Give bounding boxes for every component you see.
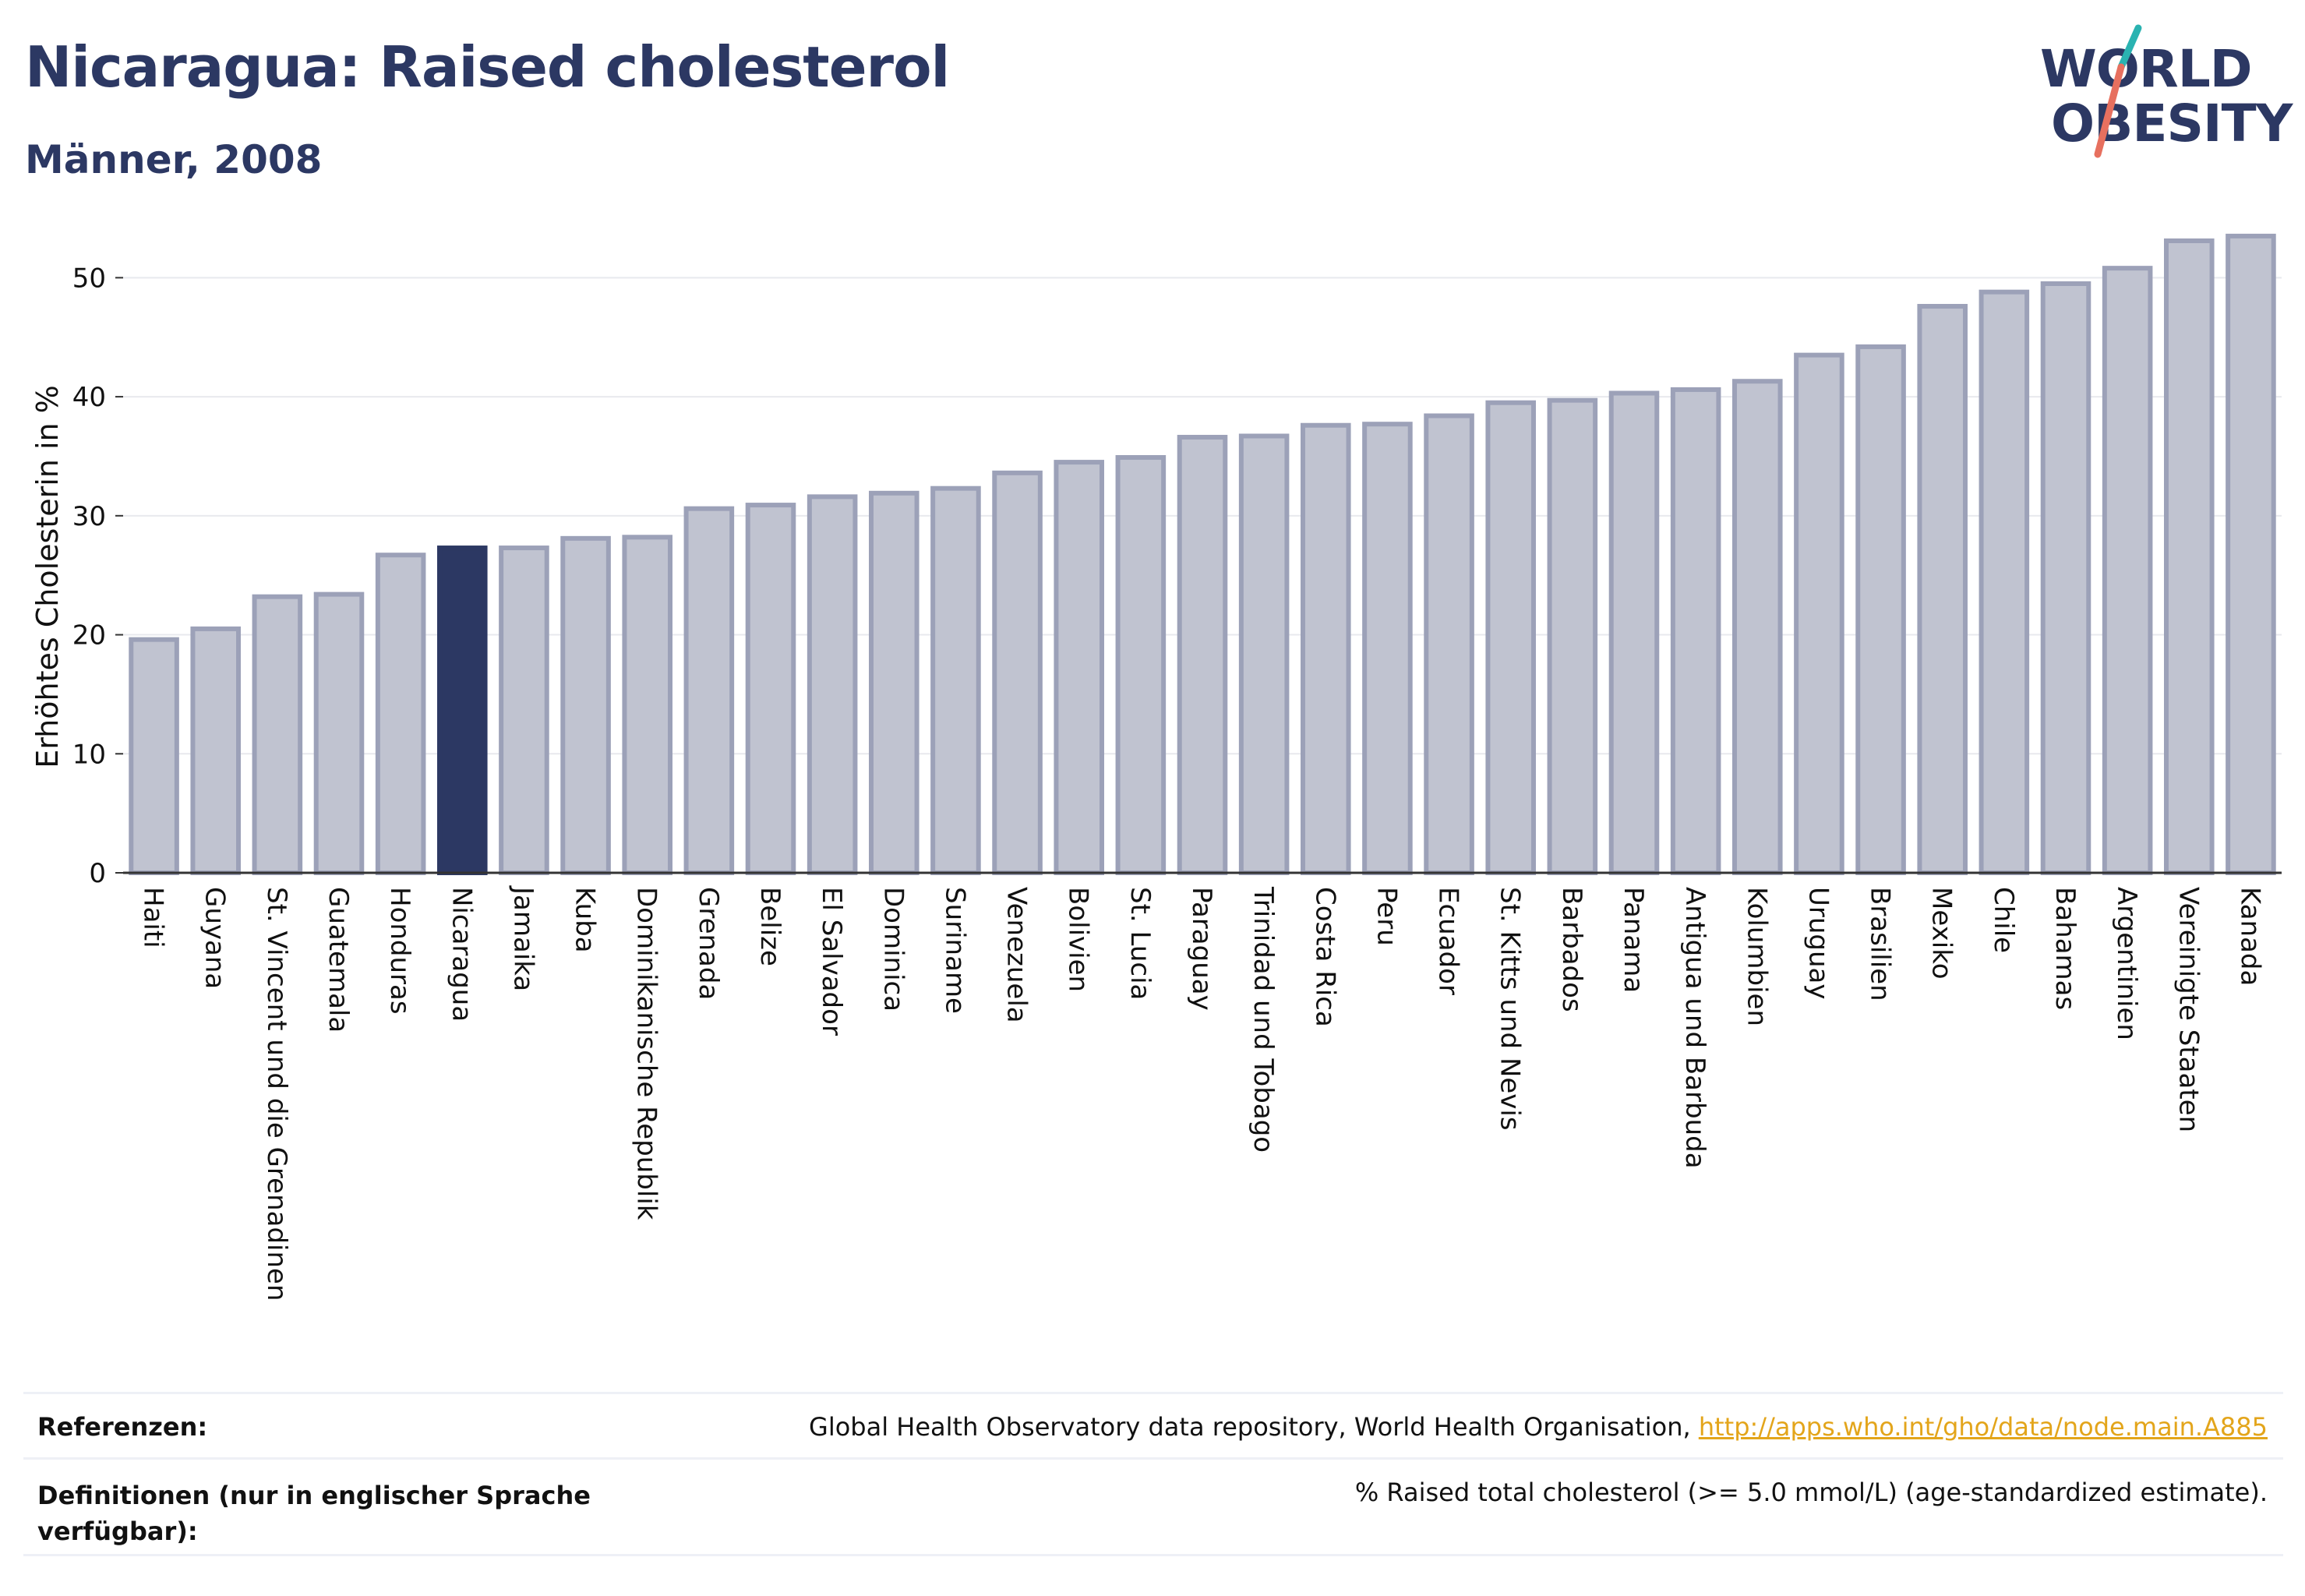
x-tick-label: Uruguay — [1802, 887, 1834, 1000]
x-tick-label: Panama — [1618, 887, 1649, 993]
bar — [2040, 281, 2091, 875]
x-tick-label: Antigua und Barbuda — [1679, 887, 1710, 1169]
chart-title: Nicaragua: Raised cholesterol — [25, 34, 950, 100]
bar — [992, 470, 1043, 875]
y-tick-label: 0 — [89, 858, 106, 889]
bar — [560, 535, 611, 875]
y-tick-label: 50 — [72, 263, 106, 294]
references-text: Global Health Observatory data repositor… — [809, 1412, 1699, 1442]
bar — [683, 506, 735, 875]
logo-line-1: WORLD — [2040, 39, 2253, 99]
x-tick-label: St. Vincent und die Grenadinen — [261, 887, 292, 1301]
bar — [437, 546, 488, 876]
bar — [1485, 400, 1536, 875]
bar — [930, 486, 981, 875]
bar — [2164, 238, 2215, 875]
bar — [1732, 379, 1783, 875]
x-tick-label: Haiti — [138, 887, 169, 948]
bar — [1115, 454, 1167, 875]
bar — [375, 553, 426, 876]
x-tick-label: Chile — [1988, 887, 2019, 953]
x-tick-label: Kolumbien — [1741, 887, 1772, 1026]
definitions-value: % Raised total cholesterol (>= 5.0 mmol/… — [1354, 1478, 2268, 1507]
bar — [807, 494, 858, 876]
definitions-label: Definitionen (nur in englischer Sprache v… — [37, 1478, 591, 1549]
bar — [190, 626, 241, 876]
bar — [1424, 413, 1474, 875]
y-axis-label: Erhöhtes Cholesterin in % — [30, 385, 65, 768]
x-tick-label: Paraguay — [1186, 887, 1217, 1011]
x-tick-label: Guyana — [199, 887, 231, 989]
x-tick-label: Venezuela — [1001, 887, 1032, 1023]
logo-slash-icon — [2094, 24, 2142, 158]
y-tick-label: 10 — [72, 739, 106, 770]
x-tick-label: Kuba — [570, 887, 601, 953]
y-tick-label: 20 — [72, 620, 106, 651]
x-tick-label: Bahamas — [2049, 887, 2081, 1010]
bar — [745, 503, 796, 876]
x-tick-label: St. Lucia — [1124, 887, 1156, 1000]
logo-line-2: OBESITY — [2051, 94, 2293, 154]
bar — [129, 637, 179, 875]
definitions-label-line2: verfügbar): — [37, 1517, 198, 1546]
x-tick-label: Belize — [754, 887, 785, 966]
bar — [499, 546, 549, 876]
bar — [2226, 233, 2276, 875]
x-tick-label: Mexiko — [1926, 887, 1957, 980]
references-label: Referenzen: — [37, 1412, 208, 1442]
bar — [1855, 344, 1906, 876]
x-tick-label: Suriname — [939, 887, 970, 1014]
x-tick-label: Peru — [1371, 887, 1402, 946]
bar — [622, 535, 672, 875]
x-tick-label: Vereinigte Staaten — [2173, 887, 2204, 1132]
x-tick-label: Guatemala — [323, 887, 354, 1033]
x-tick-label: Jamaika — [507, 885, 538, 991]
x-tick-label: Grenada — [693, 887, 724, 1000]
x-tick-label: Dominikanische Republik — [631, 887, 662, 1220]
bar — [1238, 433, 1290, 875]
x-tick-label: Nicaragua — [446, 887, 477, 1022]
y-tick-label: 30 — [72, 501, 106, 532]
bar — [1177, 435, 1228, 875]
x-tick-label: Dominica — [877, 887, 909, 1012]
bar — [1670, 387, 1721, 876]
world-obesity-logo: WORLD OBESITY — [2034, 22, 2293, 162]
x-tick-label: El Salvador — [816, 887, 847, 1036]
bar — [1301, 422, 1351, 875]
bar — [252, 594, 303, 875]
bar — [1362, 422, 1413, 875]
x-tick-label: Kanada — [2234, 887, 2265, 986]
x-tick-label: Ecuador — [1433, 887, 1464, 995]
bar — [2102, 266, 2153, 875]
chart-subtitle: Männer, 2008 — [25, 137, 323, 182]
references-link[interactable]: http://apps.who.int/gho/data/node.main.A… — [1698, 1412, 2268, 1442]
x-tick-label: St. Kitts und Nevis — [1495, 887, 1526, 1131]
x-tick-label: Barbados — [1556, 887, 1587, 1012]
bar — [1547, 397, 1598, 875]
bar — [1608, 390, 1660, 875]
definitions-row: Definitionen (nur in englischer Sprache v… — [23, 1478, 2283, 1552]
references-row: Referenzen: Global Health Observatory da… — [23, 1412, 2283, 1459]
bar — [1054, 460, 1104, 875]
x-tick-label: Argentinien — [2111, 887, 2142, 1040]
x-tick-label: Honduras — [384, 887, 415, 1015]
x-tick-label: Brasilien — [1865, 887, 1896, 1001]
bar — [313, 591, 365, 875]
footer-divider-bottom — [23, 1554, 2283, 1556]
bar — [1917, 304, 1968, 875]
y-tick-label: 40 — [72, 382, 106, 413]
bar-chart: 0 10 20 30 40 50 Erhöhtes Cholesterin in % Hait… — [30, 233, 2282, 1301]
x-tick-label: Trinidad und Tobago — [1248, 886, 1279, 1153]
bar — [1978, 289, 2030, 875]
x-tick-label: Costa Rica — [1309, 887, 1340, 1027]
definitions-label-line1: Definitionen (nur in englischer Sprache — [37, 1481, 591, 1510]
footer-divider-mid — [23, 1457, 2283, 1460]
references-value: Global Health Observatory data repositor… — [809, 1412, 2268, 1442]
footer-divider-top — [23, 1392, 2283, 1394]
bar — [869, 490, 920, 875]
x-tick-label: Bolivien — [1063, 887, 1094, 992]
bar — [1794, 352, 1844, 875]
